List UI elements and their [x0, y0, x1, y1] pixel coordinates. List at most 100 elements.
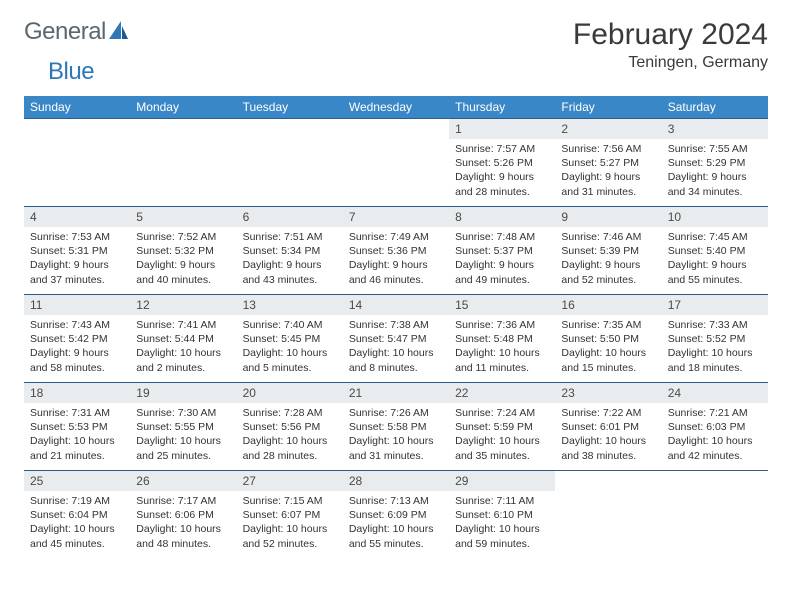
day-body: Sunrise: 7:45 AMSunset: 5:40 PMDaylight:… [662, 227, 768, 291]
day-body [343, 139, 449, 195]
day-number: 1 [449, 118, 555, 139]
day-cell: 26Sunrise: 7:17 AMSunset: 6:06 PMDayligh… [130, 470, 236, 558]
sunset-text: Sunset: 5:53 PM [30, 420, 124, 434]
dow-thursday: Thursday [449, 96, 555, 118]
day-body: Sunrise: 7:13 AMSunset: 6:09 PMDaylight:… [343, 491, 449, 555]
day-number: 18 [24, 382, 130, 403]
day-body: Sunrise: 7:36 AMSunset: 5:48 PMDaylight:… [449, 315, 555, 379]
sunrise-text: Sunrise: 7:30 AM [136, 406, 230, 420]
daylight-text: Daylight: 9 hours and 40 minutes. [136, 258, 230, 286]
sunrise-text: Sunrise: 7:57 AM [455, 142, 549, 156]
daylight-text: Daylight: 10 hours and 21 minutes. [30, 434, 124, 462]
day-body: Sunrise: 7:26 AMSunset: 5:58 PMDaylight:… [343, 403, 449, 467]
sunset-text: Sunset: 6:01 PM [561, 420, 655, 434]
sunrise-text: Sunrise: 7:49 AM [349, 230, 443, 244]
week-row: 18Sunrise: 7:31 AMSunset: 5:53 PMDayligh… [24, 382, 768, 470]
day-number: 13 [237, 294, 343, 315]
day-body: Sunrise: 7:43 AMSunset: 5:42 PMDaylight:… [24, 315, 130, 379]
dow-tuesday: Tuesday [237, 96, 343, 118]
sunset-text: Sunset: 5:45 PM [243, 332, 337, 346]
day-number [130, 118, 236, 139]
day-number: 8 [449, 206, 555, 227]
week-row: 1Sunrise: 7:57 AMSunset: 5:26 PMDaylight… [24, 118, 768, 206]
daylight-text: Daylight: 10 hours and 42 minutes. [668, 434, 762, 462]
day-body: Sunrise: 7:11 AMSunset: 6:10 PMDaylight:… [449, 491, 555, 555]
sunrise-text: Sunrise: 7:19 AM [30, 494, 124, 508]
day-number: 28 [343, 470, 449, 491]
day-body: Sunrise: 7:38 AMSunset: 5:47 PMDaylight:… [343, 315, 449, 379]
day-body: Sunrise: 7:52 AMSunset: 5:32 PMDaylight:… [130, 227, 236, 291]
sunrise-text: Sunrise: 7:17 AM [136, 494, 230, 508]
day-body [662, 491, 768, 547]
sunset-text: Sunset: 5:48 PM [455, 332, 549, 346]
day-number: 19 [130, 382, 236, 403]
day-cell: 6Sunrise: 7:51 AMSunset: 5:34 PMDaylight… [237, 206, 343, 294]
day-number: 24 [662, 382, 768, 403]
daylight-text: Daylight: 10 hours and 48 minutes. [136, 522, 230, 550]
dow-friday: Friday [555, 96, 661, 118]
day-number: 15 [449, 294, 555, 315]
day-body: Sunrise: 7:49 AMSunset: 5:36 PMDaylight:… [343, 227, 449, 291]
daylight-text: Daylight: 10 hours and 35 minutes. [455, 434, 549, 462]
day-body: Sunrise: 7:22 AMSunset: 6:01 PMDaylight:… [555, 403, 661, 467]
day-body: Sunrise: 7:15 AMSunset: 6:07 PMDaylight:… [237, 491, 343, 555]
sunrise-text: Sunrise: 7:15 AM [243, 494, 337, 508]
day-body [237, 139, 343, 195]
dow-saturday: Saturday [662, 96, 768, 118]
day-body: Sunrise: 7:53 AMSunset: 5:31 PMDaylight:… [24, 227, 130, 291]
sunset-text: Sunset: 5:55 PM [136, 420, 230, 434]
sunset-text: Sunset: 5:58 PM [349, 420, 443, 434]
daylight-text: Daylight: 10 hours and 18 minutes. [668, 346, 762, 374]
sunset-text: Sunset: 6:10 PM [455, 508, 549, 522]
day-cell: 13Sunrise: 7:40 AMSunset: 5:45 PMDayligh… [237, 294, 343, 382]
sunset-text: Sunset: 5:37 PM [455, 244, 549, 258]
day-number: 4 [24, 206, 130, 227]
day-body: Sunrise: 7:56 AMSunset: 5:27 PMDaylight:… [555, 139, 661, 203]
day-body: Sunrise: 7:48 AMSunset: 5:37 PMDaylight:… [449, 227, 555, 291]
daylight-text: Daylight: 10 hours and 25 minutes. [136, 434, 230, 462]
day-number: 26 [130, 470, 236, 491]
sunrise-text: Sunrise: 7:31 AM [30, 406, 124, 420]
day-number [24, 118, 130, 139]
daylight-text: Daylight: 10 hours and 11 minutes. [455, 346, 549, 374]
day-body [130, 139, 236, 195]
day-cell: 24Sunrise: 7:21 AMSunset: 6:03 PMDayligh… [662, 382, 768, 470]
daylight-text: Daylight: 10 hours and 38 minutes. [561, 434, 655, 462]
logo-text-general: General [24, 18, 106, 46]
day-number: 22 [449, 382, 555, 403]
sunrise-text: Sunrise: 7:26 AM [349, 406, 443, 420]
sunset-text: Sunset: 6:07 PM [243, 508, 337, 522]
day-cell: 27Sunrise: 7:15 AMSunset: 6:07 PMDayligh… [237, 470, 343, 558]
day-cell: 8Sunrise: 7:48 AMSunset: 5:37 PMDaylight… [449, 206, 555, 294]
day-number: 12 [130, 294, 236, 315]
daylight-text: Daylight: 10 hours and 45 minutes. [30, 522, 124, 550]
sunset-text: Sunset: 5:34 PM [243, 244, 337, 258]
day-number [555, 470, 661, 491]
dow-row: Sunday Monday Tuesday Wednesday Thursday… [24, 96, 768, 118]
day-cell: 18 Sunrise: 7:31 AMSunset: 5:53 PMDayligh… [24, 382, 130, 470]
day-body [555, 491, 661, 547]
day-number: 25 [24, 470, 130, 491]
day-cell: 5Sunrise: 7:52 AMSunset: 5:32 PMDaylight… [130, 206, 236, 294]
day-cell [343, 118, 449, 206]
sunrise-text: Sunrise: 7:24 AM [455, 406, 549, 420]
week-row: 11Sunrise: 7:43 AMSunset: 5:42 PMDayligh… [24, 294, 768, 382]
day-cell: 3Sunrise: 7:55 AMSunset: 5:29 PMDaylight… [662, 118, 768, 206]
day-number: 6 [237, 206, 343, 227]
day-body: Sunrise: 7:51 AMSunset: 5:34 PMDaylight:… [237, 227, 343, 291]
day-number: 5 [130, 206, 236, 227]
logo: General [24, 18, 130, 46]
day-cell: 11Sunrise: 7:43 AMSunset: 5:42 PMDayligh… [24, 294, 130, 382]
day-cell: 28Sunrise: 7:13 AMSunset: 6:09 PMDayligh… [343, 470, 449, 558]
dow-wednesday: Wednesday [343, 96, 449, 118]
sunset-text: Sunset: 6:09 PM [349, 508, 443, 522]
day-cell: 23Sunrise: 7:22 AMSunset: 6:01 PMDayligh… [555, 382, 661, 470]
calendar-body: 1Sunrise: 7:57 AMSunset: 5:26 PMDaylight… [24, 118, 768, 558]
day-number: 29 [449, 470, 555, 491]
day-number: 17 [662, 294, 768, 315]
day-body: Sunrise: 7:24 AMSunset: 5:59 PMDaylight:… [449, 403, 555, 467]
day-cell: 21Sunrise: 7:26 AMSunset: 5:58 PMDayligh… [343, 382, 449, 470]
day-cell: 9Sunrise: 7:46 AMSunset: 5:39 PMDaylight… [555, 206, 661, 294]
sunset-text: Sunset: 6:03 PM [668, 420, 762, 434]
day-number: 10 [662, 206, 768, 227]
